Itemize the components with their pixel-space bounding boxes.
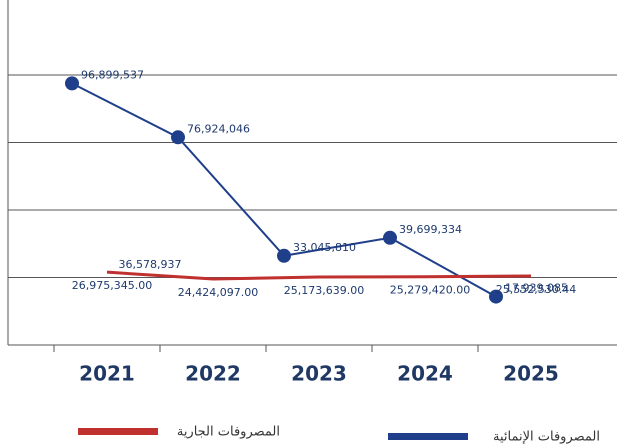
data-label: 26,975,345.00: [72, 279, 152, 292]
annotation: 36,578,937: [119, 258, 182, 271]
x-tick-label: 2022: [185, 362, 241, 386]
legend-label: المصروفات الإنمائية: [493, 430, 600, 445]
data-label: 33,045,810: [293, 241, 356, 254]
data-label: 25,173,639.00: [284, 284, 364, 297]
point-marker: [489, 289, 503, 304]
point-marker: [65, 76, 79, 91]
point-marker: [383, 230, 397, 245]
data-label: 25,279,420.00: [390, 284, 470, 297]
data-label: 17,939,085: [505, 282, 568, 295]
data-label: 24,424,097.00: [178, 286, 258, 299]
point-marker: [171, 130, 185, 145]
x-tick-label: 2025: [503, 362, 559, 386]
x-tick-label: 2024: [397, 362, 453, 386]
series-line: [106, 270, 532, 281]
data-label: 76,924,046: [187, 122, 250, 135]
legend-swatch: [388, 433, 468, 440]
data-label: 96,899,537: [81, 68, 144, 81]
legend-label: المصروفات الجارية: [177, 425, 280, 440]
x-tick-label: 2023: [291, 362, 347, 386]
data-label: 25,552,530.44: [496, 283, 576, 296]
data-label: 39,699,334: [399, 223, 462, 236]
x-tick-label: 2021: [79, 362, 135, 386]
point-marker: [277, 248, 291, 263]
legend-swatch: [78, 428, 158, 435]
